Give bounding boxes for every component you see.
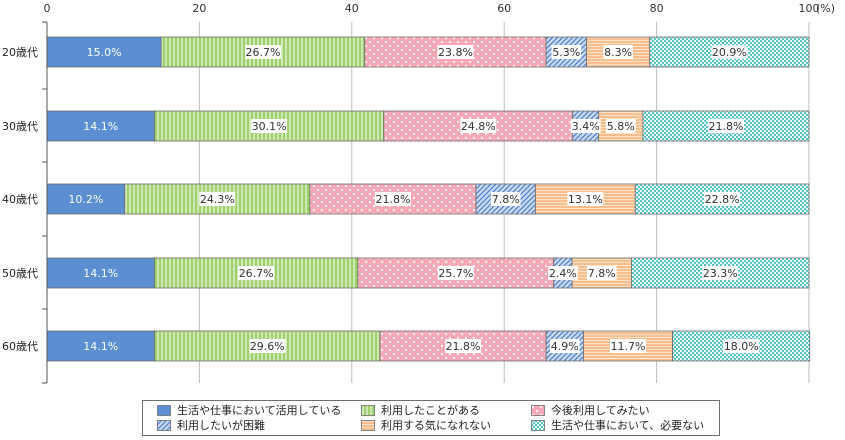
data-label: 24.3%: [200, 193, 235, 206]
data-label: 26.7%: [246, 46, 281, 59]
data-label: 18.0%: [724, 340, 759, 353]
x-unit-label: (%): [816, 2, 835, 15]
data-label-bg: [711, 45, 748, 59]
legend-swatch: [361, 405, 375, 416]
data-label: 14.1%: [83, 120, 118, 133]
data-label-bg: [723, 339, 760, 353]
legend-label: 利用したことがある: [381, 404, 480, 417]
category-label: 30歳代: [2, 120, 38, 133]
category-label: 40歳代: [2, 193, 38, 206]
data-label: 4.9%: [551, 340, 579, 353]
data-label-bg: [249, 339, 286, 353]
category-label: 20歳代: [2, 46, 38, 59]
data-label-bg: [490, 192, 521, 206]
data-label: 7.8%: [492, 193, 520, 206]
legend-label: 利用する気になれない: [381, 419, 491, 432]
data-label-bg: [549, 339, 580, 353]
data-label-bg: [251, 119, 288, 133]
data-label: 30.1%: [252, 120, 287, 133]
data-label: 15.0%: [87, 46, 122, 59]
data-label: 5.8%: [607, 120, 635, 133]
legend-label: 生活や仕事において、必要ない: [551, 419, 705, 432]
legend-swatch: [361, 420, 375, 431]
data-label: 20.9%: [712, 46, 747, 59]
data-label-bg: [548, 266, 578, 280]
data-label: 26.7%: [239, 267, 274, 280]
data-label: 2.4%: [549, 267, 577, 280]
legend-label: 利用したいが困難: [177, 419, 265, 432]
chart-legend: 生活や仕事において活用している 利用したことがある 今後利用してみたい利用したいが困…: [142, 400, 720, 436]
data-label-bg: [610, 339, 647, 353]
data-label: 14.1%: [83, 340, 118, 353]
data-label: 21.8%: [708, 120, 743, 133]
x-tick-label: 60: [497, 2, 511, 15]
data-label-bg: [551, 45, 582, 59]
data-label-bg: [374, 192, 411, 206]
data-label-bg: [704, 192, 741, 206]
data-label: 25.7%: [438, 267, 473, 280]
x-tick-label: 0: [44, 2, 51, 15]
data-label-bg: [586, 266, 617, 280]
bar-segment: [379, 330, 547, 362]
x-tick-label: 100: [799, 2, 820, 15]
data-label: 7.8%: [588, 267, 616, 280]
data-label: 21.8%: [446, 340, 481, 353]
data-label: 11.7%: [611, 340, 646, 353]
data-label-bg: [603, 45, 633, 59]
data-label-bg: [238, 266, 275, 280]
data-label-bg: [245, 45, 282, 59]
legend-swatch: [157, 405, 171, 416]
data-label: 10.2%: [68, 193, 103, 206]
data-label: 14.1%: [83, 267, 118, 280]
data-label: 21.8%: [375, 193, 410, 206]
data-label: 22.8%: [705, 193, 740, 206]
data-label-bg: [82, 266, 119, 280]
data-label-bg: [437, 266, 474, 280]
data-label-bg: [707, 119, 744, 133]
data-label: 3.4%: [572, 120, 600, 133]
data-label-bg: [702, 266, 739, 280]
data-label-bg: [82, 119, 119, 133]
category-label: 60歳代: [2, 340, 38, 353]
x-tick-label: 40: [345, 2, 359, 15]
x-tick-label: 20: [192, 2, 206, 15]
legend-swatch: [531, 420, 545, 431]
data-label-bg: [67, 192, 104, 206]
category-label: 50歳代: [2, 267, 38, 280]
data-label-bg: [605, 119, 636, 133]
data-label-bg: [437, 45, 474, 59]
data-label: 29.6%: [250, 340, 285, 353]
legend-label: 今後利用してみたい: [551, 404, 650, 417]
data-label: 23.8%: [438, 46, 473, 59]
legend-swatch: [531, 405, 545, 416]
data-label-bg: [199, 192, 236, 206]
chart-plot: 0 20 40 60 80 100(%) 20歳代 30歳代 40歳代 50歳代 60歳代 15.0…: [2, 2, 835, 384]
data-label: 8.3%: [604, 46, 632, 59]
data-label-bg: [445, 339, 482, 353]
data-label-bg: [82, 339, 119, 353]
data-label-bg: [570, 119, 601, 133]
data-label: 23.3%: [703, 267, 738, 280]
data-label: 5.3%: [552, 46, 580, 59]
data-label-bg: [86, 45, 123, 59]
data-label: 24.8%: [461, 120, 496, 133]
data-label: 13.1%: [568, 193, 603, 206]
data-label-bg: [460, 119, 497, 133]
legend-swatch: [157, 420, 171, 431]
data-label-bg: [567, 192, 604, 206]
x-tick-label: 80: [650, 2, 664, 15]
legend-label: 生活や仕事において活用している: [177, 404, 342, 417]
